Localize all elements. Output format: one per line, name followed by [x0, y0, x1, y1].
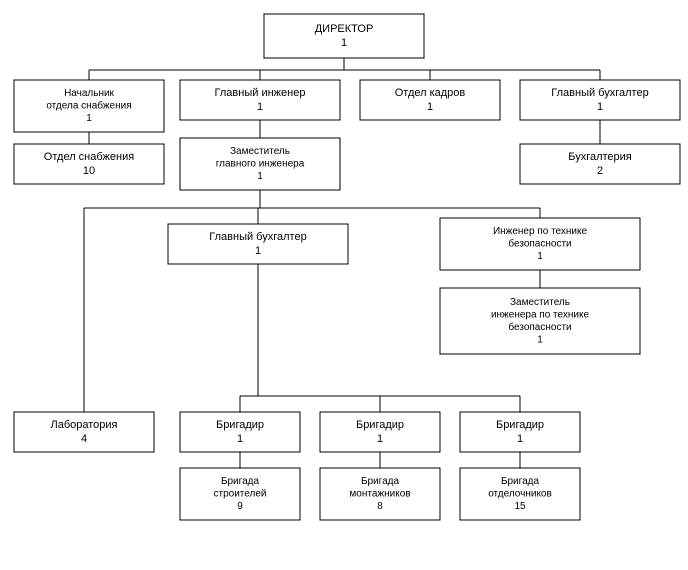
org-node-label: безопасности	[508, 238, 571, 250]
org-node-label: Лаборатория	[51, 419, 118, 431]
org-node-label: 1	[537, 251, 543, 262]
org-node-label: Бригада	[361, 476, 400, 487]
org-node-label: Главный бухгалтер	[209, 231, 306, 243]
org-node-brig1: Бригадир 1	[180, 412, 300, 452]
org-node-chief_eng: Главный инженер 1	[180, 80, 340, 120]
org-node-team3: Бригада отделочников15	[460, 468, 580, 520]
org-node-label: 10	[83, 165, 95, 177]
org-node-brig2: Бригадир 1	[320, 412, 440, 452]
org-chart: ДИРЕКТОР1Начальникотдела снабжения1Главн…	[0, 0, 688, 570]
org-node-label: строителей	[214, 489, 267, 500]
org-node-label: Бригадир	[496, 419, 544, 431]
org-node-label: 8	[377, 501, 383, 512]
org-node-label: Заместитель	[230, 146, 290, 157]
org-node-label: 1	[257, 171, 263, 182]
org-node-label: 1	[341, 37, 347, 49]
org-node-label: 1	[427, 101, 433, 113]
org-node-snab_dept: Отдел снабжения 10	[14, 144, 164, 184]
org-node-label: 1	[537, 334, 543, 345]
org-node-label: монтажников	[349, 489, 410, 500]
org-node-dep_safety_eng: Заместительинженера по техникебезопаснос…	[440, 288, 640, 354]
org-node-director: ДИРЕКТОР 1	[264, 14, 424, 58]
org-node-label: 1	[517, 433, 523, 445]
org-node-chief_acc2: Главный бухгалтер 1	[168, 224, 348, 264]
org-node-label: 9	[237, 501, 243, 512]
org-node-label: Бригада	[501, 476, 540, 487]
org-node-label: Бухгалтерия	[568, 151, 632, 163]
org-node-label: 1	[377, 433, 383, 445]
org-node-brig3: Бригадир 1	[460, 412, 580, 452]
org-node-label: 15	[514, 501, 526, 512]
org-node-label: безопасности	[508, 321, 571, 333]
org-node-team2: Бригада монтажников8	[320, 468, 440, 520]
org-node-accounting: Бухгалтерия 2	[520, 144, 680, 184]
org-node-label: 1	[255, 245, 261, 257]
org-node-label: 2	[597, 165, 603, 177]
org-node-dep_chief_eng: Заместитель главного инженера1	[180, 138, 340, 190]
org-node-label: Начальник	[64, 88, 114, 99]
org-node-label: Отдел снабжения	[44, 151, 134, 163]
org-node-label: 1	[597, 101, 603, 113]
org-node-chief_acc: Главный бухгалтер 1	[520, 80, 680, 120]
org-node-label: Бригадир	[216, 419, 264, 431]
org-node-team1: Бригада строителей9	[180, 468, 300, 520]
org-node-label: отделочников	[488, 489, 552, 500]
org-node-label: отдела снабжения	[46, 100, 131, 112]
org-node-safety_eng: Инженер по техникебезопасности1	[440, 218, 640, 270]
org-node-label: Бригада	[221, 476, 260, 487]
org-node-label: Инженер по технике	[493, 226, 588, 237]
org-node-label: Главный инженер	[215, 87, 306, 99]
org-node-lab: Лаборатория 4	[14, 412, 154, 452]
org-node-label: инженера по технике	[491, 309, 590, 320]
org-node-label: Главный бухгалтер	[551, 87, 648, 99]
org-node-label: 1	[257, 101, 263, 113]
org-node-label: 4	[81, 433, 87, 445]
org-node-label: Отдел кадров	[395, 87, 466, 99]
org-node-label: ДИРЕКТОР	[315, 23, 374, 35]
org-node-snab_head: Начальникотдела снабжения1	[14, 80, 164, 132]
org-node-label: 1	[86, 113, 92, 124]
org-node-label: Заместитель	[510, 297, 570, 308]
org-node-hr: Отдел кадров 1	[360, 80, 500, 120]
org-node-label: 1	[237, 433, 243, 445]
org-node-label: главного инженера	[216, 159, 305, 170]
org-node-label: Бригадир	[356, 419, 404, 431]
